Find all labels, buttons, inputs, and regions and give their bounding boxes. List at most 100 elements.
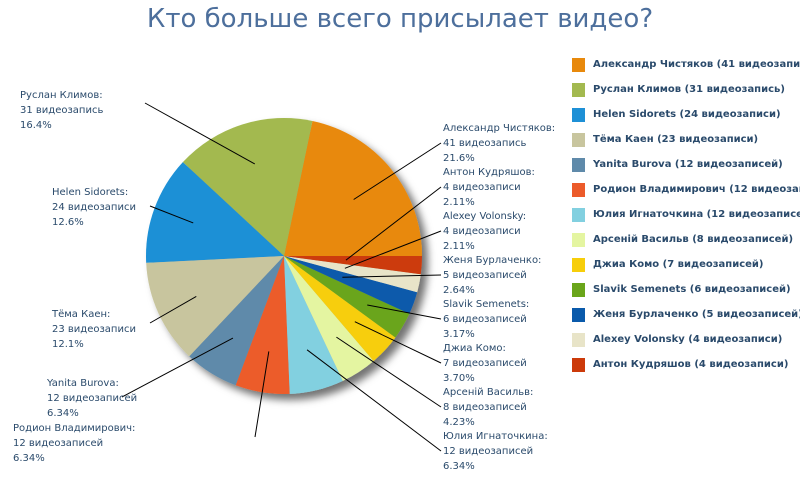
slice-label: Helen Sidorets: 24 видеозаписи 12.6% xyxy=(52,185,136,230)
slice-label-name: Женя Бурлаченко: xyxy=(443,255,542,266)
slice-label-percent: 21.6% xyxy=(443,153,475,164)
slice-label-percent: 2.11% xyxy=(443,197,475,208)
legend-label: Арсеній Васильв (8 видеозаписей) xyxy=(593,234,794,245)
slice-label-percent: 6.34% xyxy=(13,453,45,464)
slice-label-percent: 3.17% xyxy=(443,329,475,340)
legend-swatch xyxy=(572,132,585,147)
slice-label-count: 12 видеозаписей xyxy=(13,438,104,449)
slice-label: Антон Кудряшов: 4 видеозаписи 2.11% xyxy=(443,165,535,210)
legend-item[interactable]: Юлия Игнаточкина (12 видеозаписей) xyxy=(572,202,800,227)
slice-label-count: 4 видеозаписи xyxy=(443,226,521,237)
pie-slice[interactable] xyxy=(189,256,284,386)
legend-item[interactable]: Helen Sidorets (24 видеозаписи) xyxy=(572,102,800,127)
legend-swatch xyxy=(572,257,585,272)
legend-label: Руслан Климов (31 видеозапись) xyxy=(593,84,785,95)
slice-label-count: 41 видеозапись xyxy=(443,138,527,149)
legend-swatch xyxy=(572,82,585,97)
pie-slice[interactable] xyxy=(284,256,418,314)
pie-slice[interactable] xyxy=(284,256,410,338)
pie-slice[interactable] xyxy=(235,256,290,394)
legend-label: Yanita Burova (12 видеозаписей) xyxy=(593,159,783,170)
slice-label: Юлия Игнаточкина: 12 видеозаписей 6.34% xyxy=(443,429,548,474)
slice-label-percent: 4.23% xyxy=(443,417,475,428)
legend-swatch xyxy=(572,182,585,197)
slice-label-name: Slavik Semenets: xyxy=(443,299,530,310)
legend-item[interactable]: Родион Владимирович (12 видеозаписей) xyxy=(572,177,800,202)
legend-item[interactable]: Арсеній Васильв (8 видеозаписей) xyxy=(572,227,800,252)
leader-line xyxy=(144,102,256,165)
slice-label: Alexey Volonsky: 4 видеозаписи 2.11% xyxy=(443,209,526,254)
slice-label-count: 6 видеозаписей xyxy=(443,314,527,325)
legend-item[interactable]: Александр Чистяков (41 видеозапись) xyxy=(572,52,800,77)
legend-label: Тёма Каен (23 видеозаписи) xyxy=(593,134,759,145)
legend-item[interactable]: Yanita Burova (12 видеозаписей) xyxy=(572,152,800,177)
legend-item[interactable]: Alexey Volonsky (4 видеозаписи) xyxy=(572,327,800,352)
legend-label: Slavik Semenets (6 видеозаписей) xyxy=(593,284,791,295)
slice-label: Yanita Burova: 12 видеозаписей 6.34% xyxy=(47,376,137,421)
slice-label-count: 12 видеозаписей xyxy=(47,393,138,404)
legend-label: Джиа Комо (7 видеозаписей) xyxy=(593,259,764,270)
legend-label: Helen Sidorets (24 видеозаписи) xyxy=(593,109,781,120)
legend-label: Антон Кудряшов (4 видеозаписи) xyxy=(593,359,789,370)
leader-line xyxy=(345,186,442,261)
slice-label-count: 8 видеозаписей xyxy=(443,402,527,413)
legend-item[interactable]: Тёма Каен (23 видеозаписи) xyxy=(572,127,800,152)
pie-slice[interactable] xyxy=(284,120,422,256)
legend-label: Александр Чистяков (41 видеозапись) xyxy=(593,59,800,70)
chart-title: Кто больше всего присылает видео? xyxy=(146,4,654,34)
slice-label-percent: 3.70% xyxy=(443,373,475,384)
slice-label: Тёма Каен: 23 видеозаписи 12.1% xyxy=(52,307,136,352)
pie-slice[interactable] xyxy=(146,162,284,263)
legend-swatch xyxy=(572,157,585,172)
legend-swatch xyxy=(572,307,585,322)
pie-slice[interactable] xyxy=(284,256,421,293)
legend-item[interactable]: Джиа Комо (7 видеозаписей) xyxy=(572,252,800,277)
leader-line xyxy=(367,304,442,320)
pie-slice[interactable] xyxy=(284,256,396,361)
slice-label-name: Александр Чистяков: xyxy=(443,123,556,134)
pie-slice[interactable] xyxy=(146,256,284,357)
slice-label: Женя Бурлаченко: 5 видеозаписей 2.64% xyxy=(443,253,541,298)
leader-line xyxy=(336,336,442,408)
leader-line xyxy=(254,351,270,438)
leader-line xyxy=(344,230,442,269)
legend-swatch xyxy=(572,282,585,297)
slice-label-count: 7 видеозаписей xyxy=(443,358,527,369)
slice-label-count: 4 видеозаписи xyxy=(443,182,521,193)
legend-swatch xyxy=(572,357,585,372)
pie-slice[interactable] xyxy=(182,117,313,256)
pie-slice[interactable] xyxy=(284,256,374,381)
legend-item[interactable]: Антон Кудряшов (4 видеозаписи) xyxy=(572,352,800,377)
slice-label-name: Родион Владимирович: xyxy=(13,423,136,434)
slice-label-count: 12 видеозаписей xyxy=(443,446,534,457)
slice-label: Руслан Климов: 31 видеозапись 16.4% xyxy=(20,88,103,133)
slice-label-percent: 16.4% xyxy=(20,120,52,131)
slice-label-percent: 6.34% xyxy=(443,461,475,472)
legend-item[interactable]: Женя Бурлаченко (5 видеозаписей) xyxy=(572,302,800,327)
legend-label: Родион Владимирович (12 видеозаписей) xyxy=(593,184,800,195)
legend-swatch xyxy=(572,107,585,122)
slice-label: Александр Чистяков: 41 видеозапись 21.6% xyxy=(443,121,555,166)
slice-label: Джиа Комо: 7 видеозаписей 3.70% xyxy=(443,341,527,386)
slice-label-name: Арсеній Васильв: xyxy=(443,387,534,398)
slice-label-name: Антон Кудряшов: xyxy=(443,167,535,178)
legend-label: Alexey Volonsky (4 видеозаписи) xyxy=(593,334,783,345)
legend: Александр Чистяков (41 видеозапись) Русла… xyxy=(572,52,800,377)
leader-line xyxy=(121,337,234,398)
slice-label-name: Руслан Климов: xyxy=(20,90,103,101)
legend-label: Женя Бурлаченко (5 видеозаписей) xyxy=(593,309,800,320)
leader-line xyxy=(354,321,442,364)
slice-label: Родион Владимирович: 12 видеозаписей 6.34% xyxy=(13,421,135,466)
leader-line xyxy=(149,205,194,224)
slice-label-count: 31 видеозапись xyxy=(20,105,104,116)
slice-label-count: 5 видеозаписей xyxy=(443,270,527,281)
slice-label-count: 23 видеозаписи xyxy=(52,324,136,335)
pie-slice[interactable] xyxy=(284,256,343,394)
slice-label-name: Джиа Комо: xyxy=(443,343,506,354)
legend-swatch xyxy=(572,232,585,247)
slice-label: Slavik Semenets: 6 видеозаписей 3.17% xyxy=(443,297,529,342)
legend-item[interactable]: Руслан Климов (31 видеозапись) xyxy=(572,77,800,102)
legend-item[interactable]: Slavik Semenets (6 видеозаписей) xyxy=(572,277,800,302)
legend-swatch xyxy=(572,57,585,72)
